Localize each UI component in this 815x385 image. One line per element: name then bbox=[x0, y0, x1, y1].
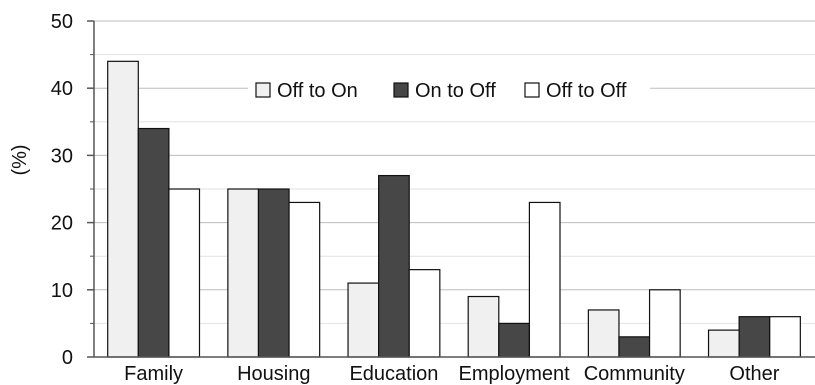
legend-item-off-to-on: Off to On bbox=[255, 80, 358, 102]
legend-label-off-to-on: Off to On bbox=[277, 80, 358, 102]
axes bbox=[87, 20, 815, 358]
grid-lines bbox=[94, 20, 815, 324]
legend-item-off-to-off: Off to Off bbox=[524, 80, 627, 102]
legend-label-off-to-off: Off to Off bbox=[546, 80, 627, 102]
labels: 0 10 20 30 40 50 Family Housing Education Employm… bbox=[9, 11, 780, 385]
bar-employment-off-to-on bbox=[467, 295, 500, 358]
x-tick-label-community: Community bbox=[584, 363, 685, 385]
y-tick-label-30: 30 bbox=[51, 145, 73, 167]
bar-education-on-to-off bbox=[378, 174, 410, 358]
legend-label-on-to-off: On to Off bbox=[415, 80, 496, 102]
bar-employment-on-to-off bbox=[498, 322, 530, 358]
x-tick-label-employment: Employment bbox=[459, 363, 571, 385]
x-tick-label-housing: Housing bbox=[237, 363, 310, 385]
bar-education-off-to-on bbox=[347, 282, 380, 358]
y-tick-label-50: 50 bbox=[51, 11, 73, 33]
bar-community-off-to-on bbox=[587, 309, 620, 358]
y-axis-title: (%) bbox=[9, 144, 31, 175]
bar-other-off-to-on bbox=[707, 329, 740, 358]
legend-swatch-off-to-off bbox=[524, 82, 540, 98]
bars bbox=[107, 60, 801, 358]
bar-education-off-to-off bbox=[408, 269, 441, 358]
legend-swatch-off-to-on bbox=[255, 82, 271, 98]
bar-family-off-to-on bbox=[107, 60, 139, 358]
y-tick-label-40: 40 bbox=[51, 78, 73, 100]
bar-housing-off-to-off bbox=[288, 201, 321, 358]
bar-housing-on-to-off bbox=[257, 188, 290, 358]
y-tick-label-20: 20 bbox=[51, 213, 73, 235]
x-tick-label-other: Other bbox=[729, 363, 779, 385]
bar-family-off-to-off bbox=[168, 188, 201, 358]
y-tick-label-0: 0 bbox=[62, 347, 73, 369]
legend-swatch-on-to-off bbox=[393, 82, 409, 98]
legend: Off to On On to Off Off to Off bbox=[248, 76, 650, 104]
bar-family-on-to-off bbox=[137, 127, 170, 358]
bar-housing-off-to-on bbox=[227, 188, 260, 358]
bar-other-on-to-off bbox=[738, 316, 771, 358]
bar-other-off-to-off bbox=[769, 316, 801, 358]
bar-community-on-to-off bbox=[618, 336, 651, 358]
x-tick-label-family: Family bbox=[124, 363, 183, 385]
legend-item-on-to-off: On to Off bbox=[393, 80, 496, 102]
x-tick-label-education: Education bbox=[349, 363, 438, 385]
legend-background bbox=[248, 76, 650, 104]
y-tick-label-10: 10 bbox=[51, 280, 73, 302]
bar-employment-off-to-off bbox=[528, 201, 561, 358]
bar-community-off-to-off bbox=[648, 289, 681, 358]
